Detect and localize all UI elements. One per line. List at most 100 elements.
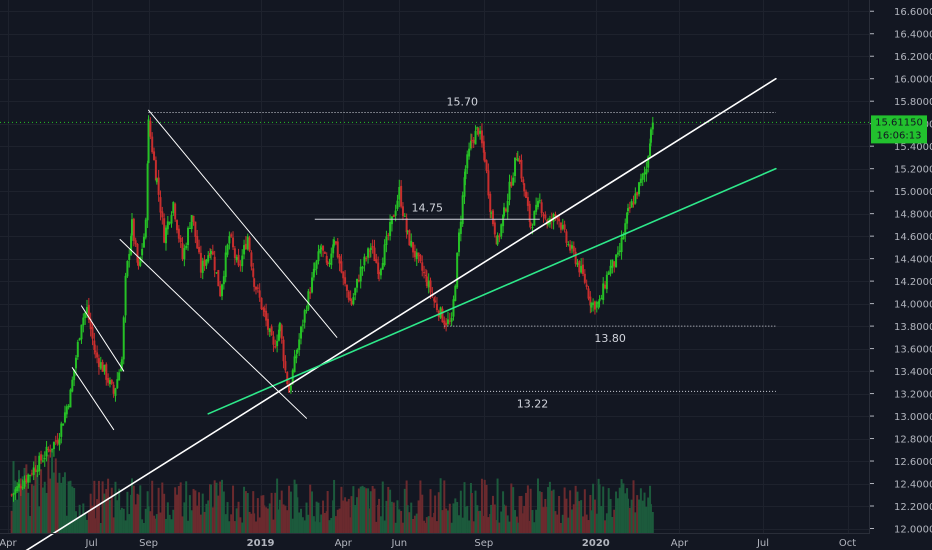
volume-bar	[305, 502, 308, 533]
volume-bar	[548, 481, 551, 533]
volume-bar	[552, 489, 555, 533]
volume-bar	[431, 517, 434, 533]
candle-body	[542, 214, 545, 216]
bar-countdown-timer: 16:06:13	[877, 130, 922, 141]
volume-bar	[510, 483, 513, 533]
volume-bar	[345, 501, 348, 533]
volume-bar	[609, 498, 612, 533]
volume-bar	[99, 522, 102, 533]
candle-body	[134, 240, 137, 245]
volume-bar	[378, 498, 381, 533]
volume-bar	[570, 509, 573, 533]
volume-bar	[618, 487, 621, 533]
last-price-badge: 15.61150 16:06:13	[871, 115, 927, 144]
volume-bar	[607, 488, 610, 533]
candle-body	[600, 297, 603, 300]
candle-body	[514, 157, 517, 177]
volume-bar	[108, 500, 111, 533]
candle-body	[526, 197, 529, 206]
candle-body	[215, 272, 218, 274]
candle-body	[263, 308, 266, 312]
candle-body	[466, 154, 469, 169]
volume-bar	[198, 492, 201, 533]
volume-bar	[441, 510, 444, 533]
volume-bar	[19, 483, 22, 533]
candle-body	[567, 244, 570, 246]
volume-bar	[542, 507, 545, 533]
candle-body	[367, 248, 370, 258]
candle-body	[293, 356, 296, 373]
volume-bar	[168, 514, 171, 533]
price-tick-label: 12.80000	[894, 435, 932, 446]
volume-bar	[598, 484, 601, 533]
candle-body	[305, 310, 308, 312]
candle-body	[350, 300, 353, 305]
volume-bar	[265, 507, 268, 533]
volume-bar	[36, 474, 39, 533]
candle-body	[482, 141, 485, 153]
candle-body	[282, 339, 285, 362]
volume-bar	[427, 516, 430, 533]
candle-body	[198, 247, 201, 253]
trendlines[interactable]	[25, 77, 777, 550]
volume-bar	[293, 479, 296, 533]
candle-body	[172, 202, 175, 214]
trendline	[80, 305, 125, 372]
candle-body	[508, 181, 511, 200]
volume-bar	[472, 521, 475, 533]
volume-bar	[624, 493, 627, 533]
candle-body	[487, 170, 490, 196]
price-tick-label: 12.20000	[894, 502, 932, 513]
volume-bar	[412, 518, 415, 533]
price-axis[interactable]: 12.00000 12.20000 12.40000 12.60000 12.80000…	[870, 7, 932, 536]
candle-body	[383, 244, 386, 266]
candle-body	[464, 168, 467, 180]
candle-body	[338, 256, 341, 264]
candle-body	[459, 221, 462, 234]
volume-bar	[446, 510, 449, 533]
time-tick-label: Sep	[139, 538, 158, 549]
candle-body	[425, 276, 428, 287]
volume-bar	[359, 486, 362, 533]
volume-bar	[445, 508, 448, 533]
candle-body	[344, 277, 347, 284]
volume-bar	[76, 518, 79, 533]
volume-bar	[286, 510, 289, 533]
volume-bar	[464, 506, 467, 533]
volume-bar	[320, 514, 323, 533]
candle-body	[313, 268, 316, 271]
volume-bar	[137, 494, 140, 533]
candle-body	[286, 372, 289, 384]
candle-body	[583, 273, 586, 283]
volume-bar	[239, 517, 242, 533]
candle-body	[289, 385, 292, 391]
volume-bar	[333, 479, 336, 533]
volume-bar	[400, 510, 403, 533]
volume-bar	[147, 506, 150, 533]
candle-body	[645, 168, 648, 175]
volume-bar	[531, 510, 534, 533]
volume-bar	[334, 516, 337, 533]
time-tick-label: Apr	[335, 538, 353, 549]
candle-body	[377, 262, 380, 275]
volume-bar	[503, 504, 505, 533]
volume-bar	[188, 495, 191, 533]
candle-body	[209, 250, 212, 255]
candle-body	[41, 460, 44, 462]
volume-bar	[307, 514, 310, 533]
volume-bar	[408, 512, 411, 533]
candle-body	[354, 288, 357, 296]
candle-body	[84, 312, 87, 318]
candle-body	[144, 219, 147, 238]
candle-body	[207, 255, 210, 262]
candle-body	[307, 291, 310, 310]
candle-body	[400, 185, 403, 207]
volume-bar	[237, 501, 240, 533]
time-axis[interactable]: Apr Jul Sep 2019 Apr Jun Sep 2020 Apr Jul Oct	[0, 538, 856, 549]
volume-bar	[371, 485, 374, 533]
candle-body	[196, 236, 199, 249]
candle-body	[101, 362, 104, 372]
volume-bar	[185, 481, 188, 533]
